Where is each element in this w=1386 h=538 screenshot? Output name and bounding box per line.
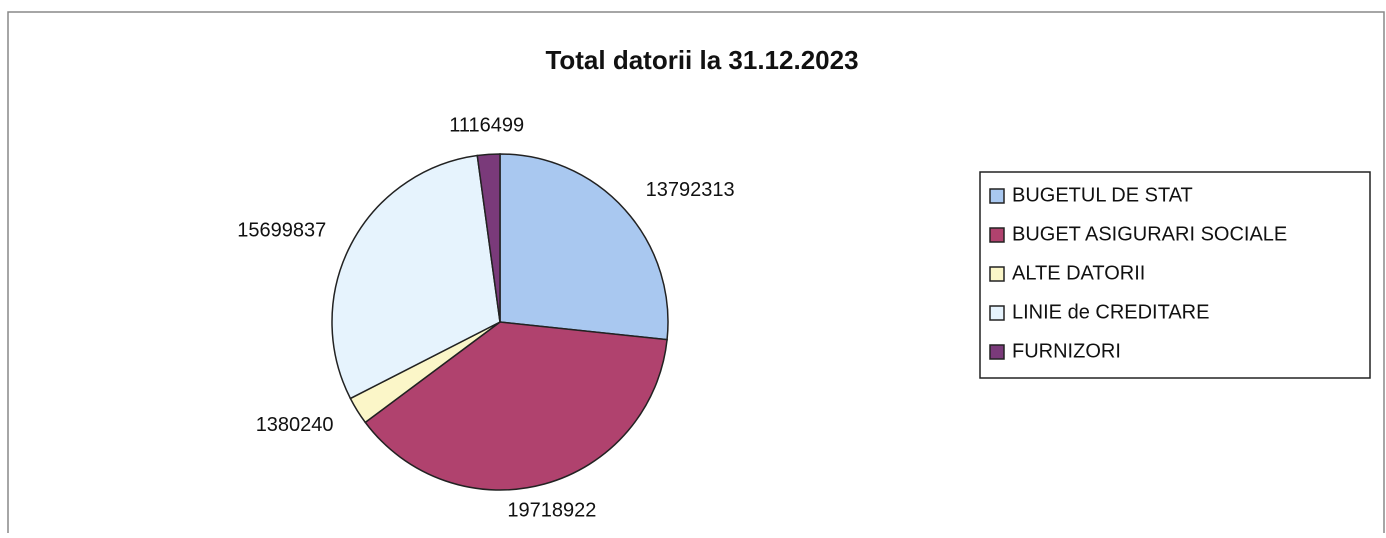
pie-slice xyxy=(476,153,501,323)
pie-slice xyxy=(364,321,668,491)
legend-swatch xyxy=(989,227,1005,243)
legend-label: ALTE DATORII xyxy=(1012,262,1145,284)
pie-slice xyxy=(331,154,501,400)
legend-swatch xyxy=(989,188,1005,204)
data-label: 1116499 xyxy=(449,115,524,137)
legend-label: FURNIZORI xyxy=(1012,340,1121,362)
chart-title: Total datorii la 31.12.2023 xyxy=(545,45,858,75)
legend-label: BUGETUL DE STAT xyxy=(1012,184,1193,206)
legend-label: LINIE de CREDITARE xyxy=(1012,301,1209,323)
data-label: 19718922 xyxy=(507,499,596,521)
legend-swatch xyxy=(989,305,1005,321)
legend xyxy=(979,171,1371,379)
data-label: 13792313 xyxy=(646,179,735,201)
legend-label: BUGET ASIGURARI SOCIALE xyxy=(1012,223,1287,245)
legend-swatch xyxy=(989,266,1005,282)
data-label: 1380240 xyxy=(256,414,334,436)
legend-swatch xyxy=(989,344,1005,360)
pie-slice xyxy=(499,153,669,341)
data-label: 15699837 xyxy=(237,220,326,242)
